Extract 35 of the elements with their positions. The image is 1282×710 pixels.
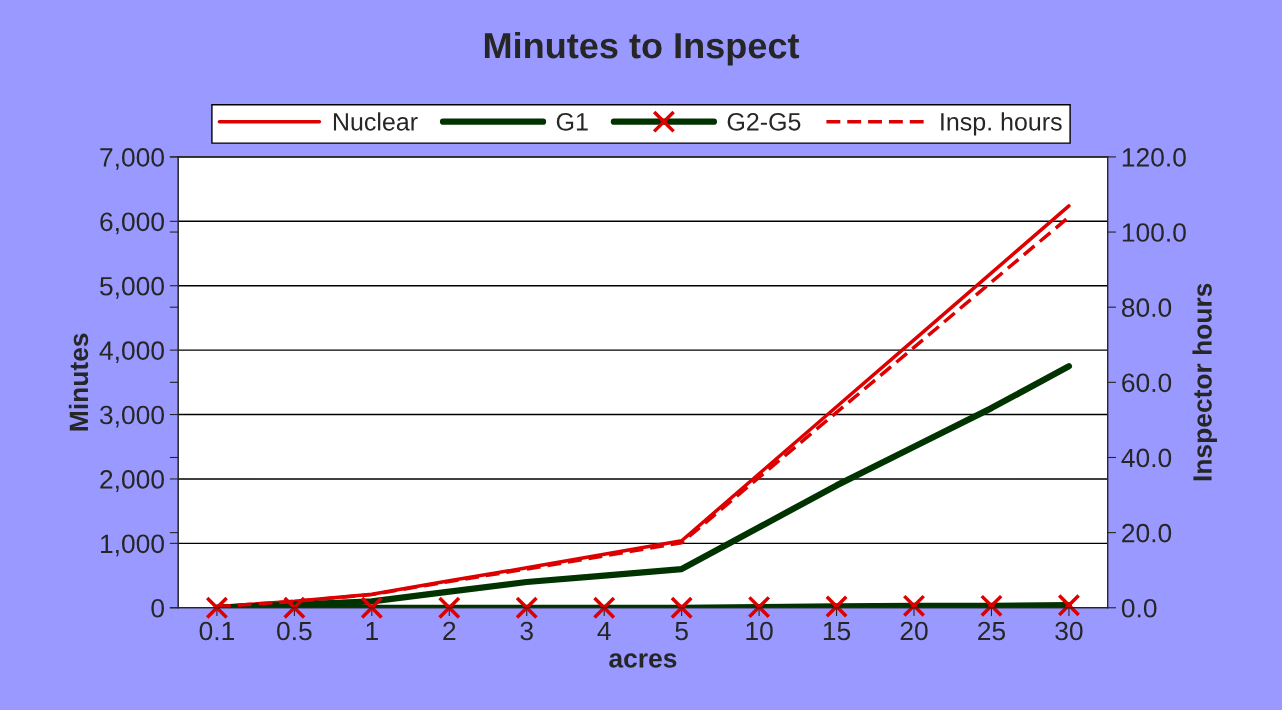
x-axis-title: acres [609,653,677,668]
x-tick-label: 4 [597,621,611,641]
y2-tick-label: 0.0 [1121,598,1157,618]
x-tick-label: 10 [746,621,773,641]
x-tick-label: 5 [675,621,688,641]
y-tick-label: 6,000 [100,212,164,235]
x-tick-label: 15 [823,621,851,641]
y2-tick-label: 120.0 [1122,148,1186,167]
x-tick-label: 2 [443,621,456,641]
y-tick-label: 4,000 [99,341,164,364]
y2-tick-label: 100.0 [1122,223,1186,242]
x-tick-label: 30 [1055,621,1083,641]
y2-tick-label: 60.0 [1122,373,1172,393]
y-tick-label: 7,000 [100,148,164,170]
legend-label: Insp. hours [941,112,1062,136]
chart-title: Minutes to Inspect [484,31,800,66]
x-tick-label: 1 [366,621,378,641]
y-tick-label: 0 [151,598,164,618]
x-tick-label: 20 [900,621,928,641]
y-axis-title: Minutes [68,333,89,431]
legend-label: G2-G5 [727,112,801,131]
y2-tick-label: 20.0 [1122,523,1172,543]
legend-label: Nuclear [333,112,418,131]
y-tick-label: 3,000 [99,405,164,428]
y2-axis-title: Inspector hours [1192,283,1218,481]
x-tick-label: 0.5 [277,621,312,641]
y2-tick-label: 40.0 [1121,448,1172,468]
y-tick-label: 5,000 [100,276,164,299]
x-tick-label: 25 [978,621,1006,641]
x-tick-label: 0.1 [199,621,234,641]
y-tick-label: 2,000 [100,470,164,492]
legend-label: G1 [556,112,588,131]
y2-tick-label: 80.0 [1121,298,1172,318]
x-tick-label: 3 [520,621,533,641]
y-tick-label: 1,000 [100,534,164,557]
